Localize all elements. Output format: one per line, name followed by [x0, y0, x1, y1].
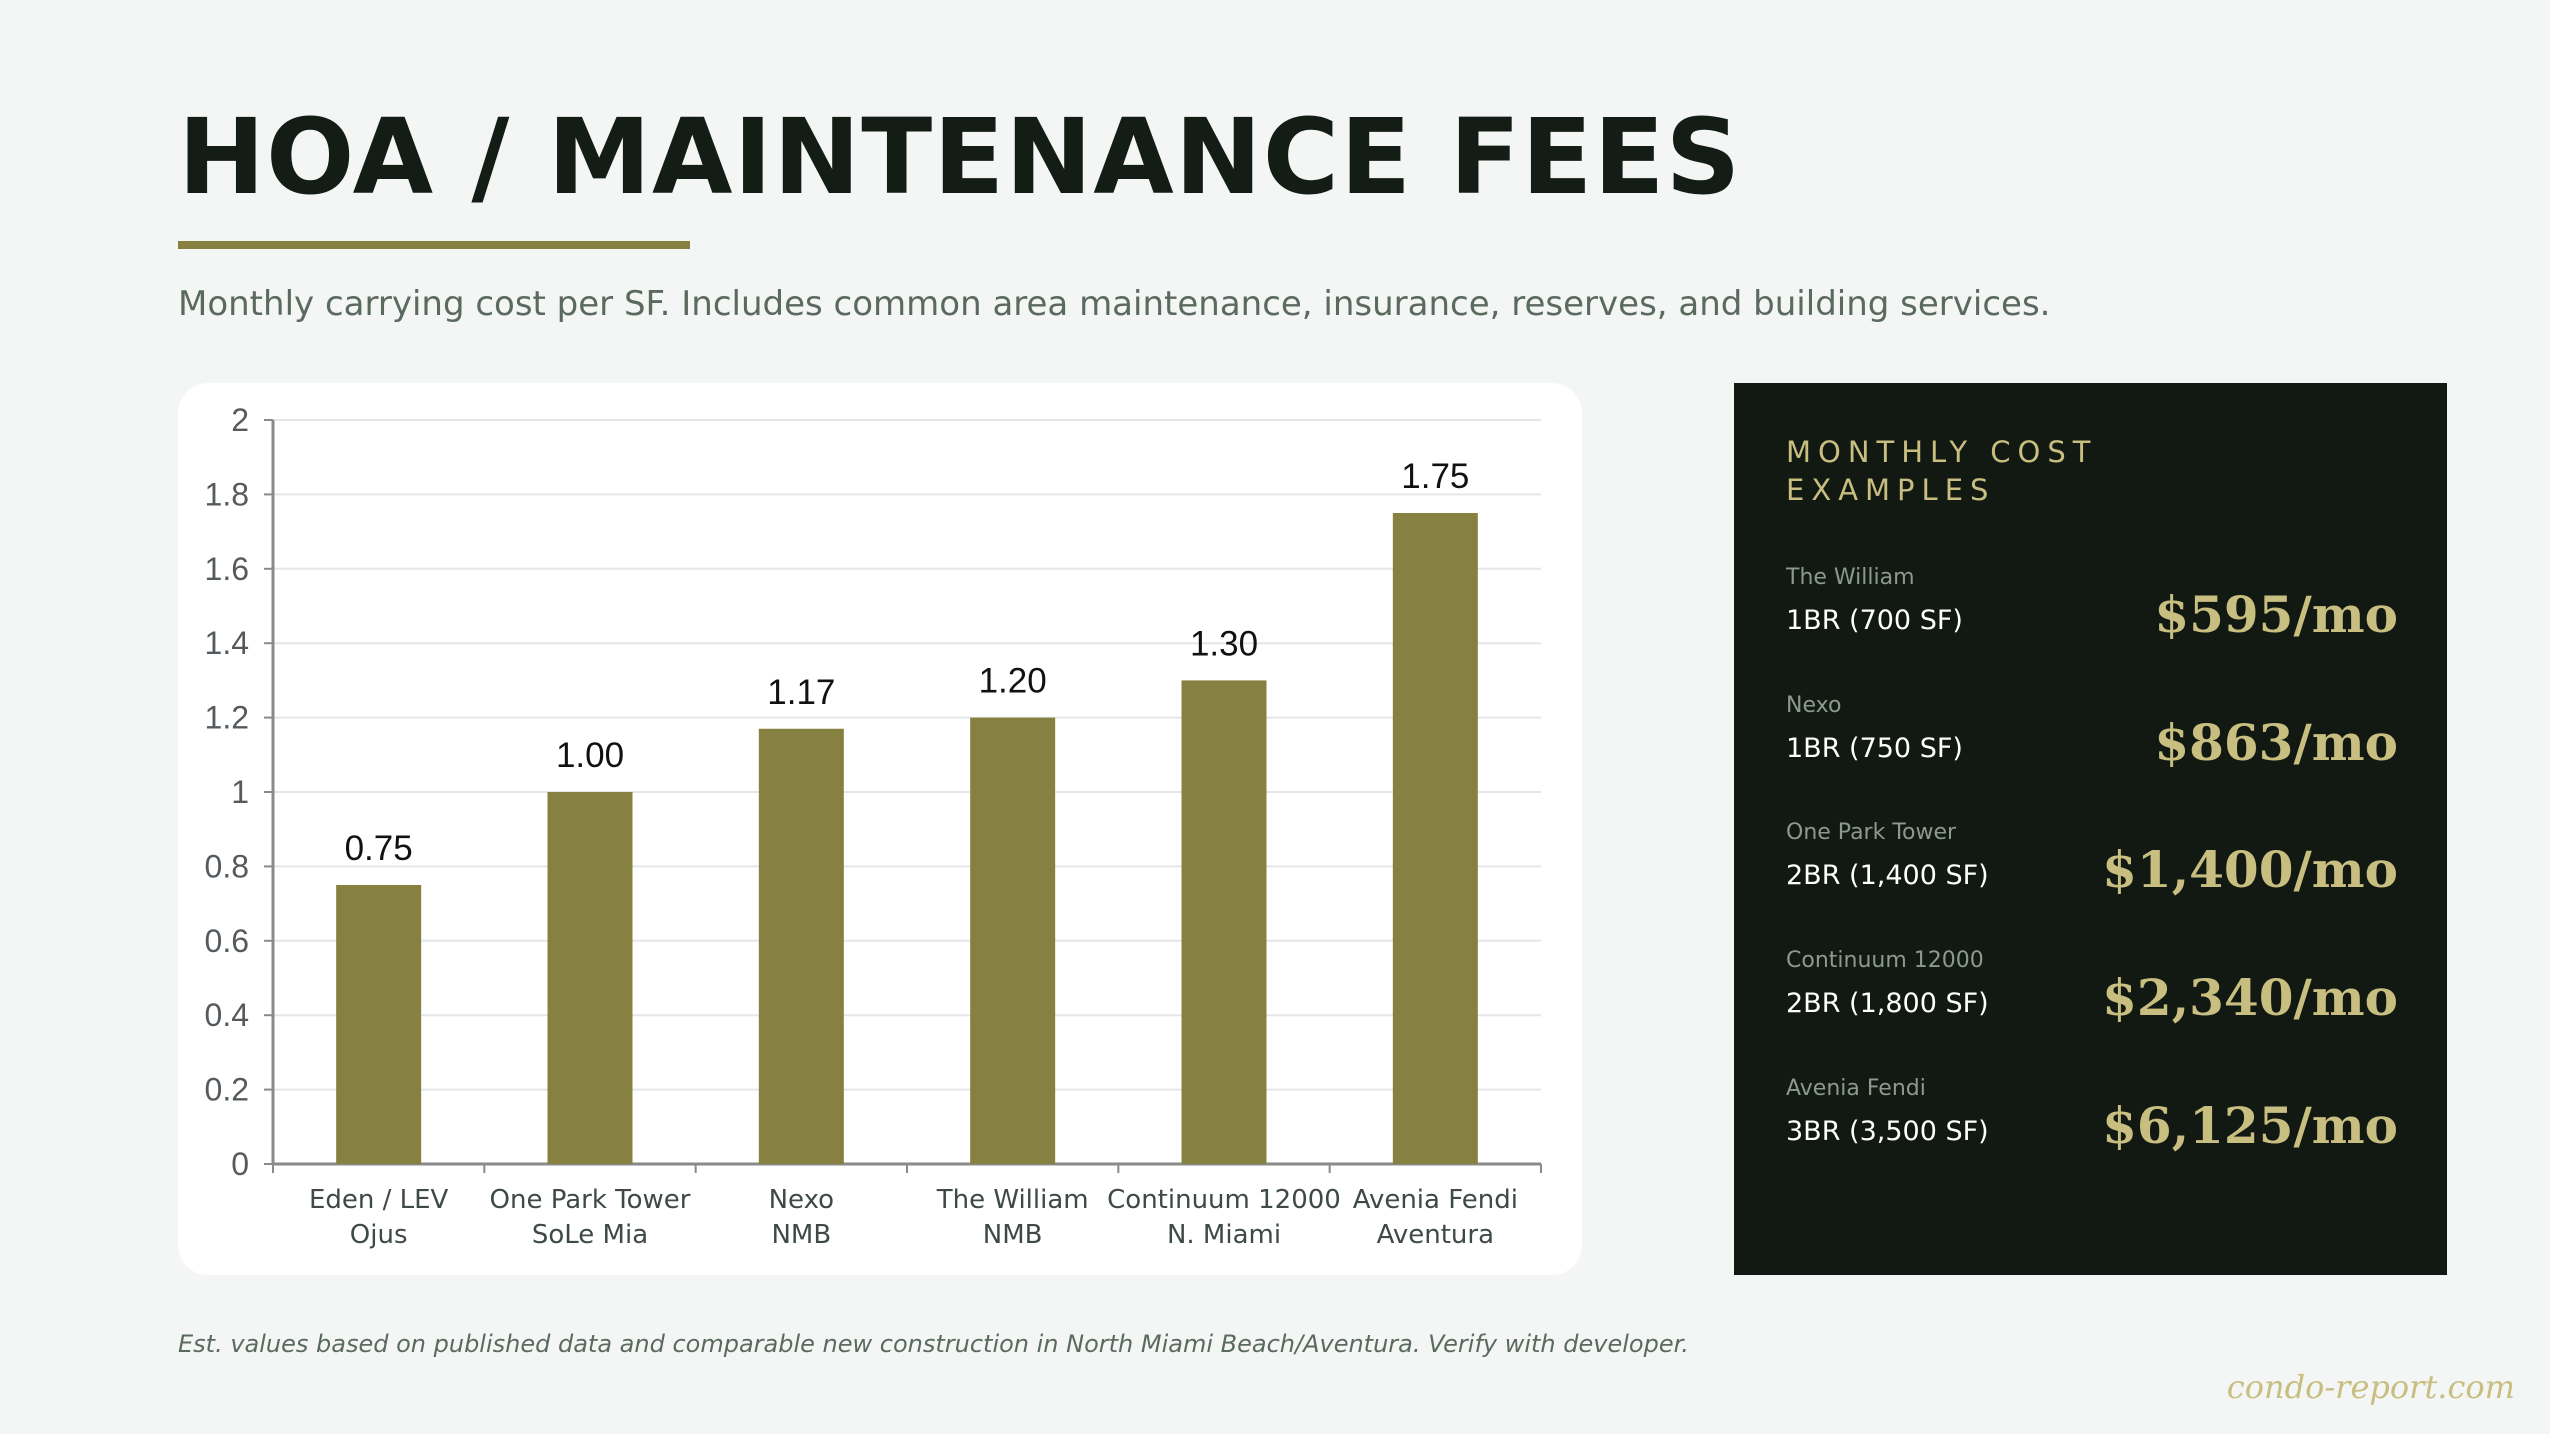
example-building-name: One Park Tower — [1786, 820, 1957, 845]
bar-value-label: 1.20 — [979, 662, 1047, 701]
page-title: HOA / MAINTENANCE FEES — [178, 96, 1742, 218]
bar-value-label: 1.75 — [1401, 457, 1469, 496]
example-price: $595/mo — [2154, 585, 2398, 644]
example-avenia-fendi: Avenia Fendi 3BR (3,500 SF) $6,125/mo — [1786, 1076, 2398, 1186]
example-continuum: Continuum 12000 2BR (1,800 SF) $2,340/mo — [1786, 948, 2398, 1058]
example-building-name: Avenia Fendi — [1786, 1076, 1926, 1101]
y-tick-label: 1 — [231, 774, 249, 810]
example-unit: 2BR (1,400 SF) — [1786, 860, 1989, 891]
example-price: $2,340/mo — [2102, 968, 2398, 1027]
bar-chart: 0 0.2 0.4 0.6 0.8 1 1.2 1.4 1.6 1.8 2 0.75 Eden / LE… — [205, 402, 1542, 1250]
page-subtitle: Monthly carrying cost per SF. Includes c… — [178, 284, 2051, 324]
x-category-label: Eden / LEV — [309, 1185, 449, 1215]
footnote: Est. values based on published data and … — [178, 1330, 1689, 1358]
y-tick-label: 1.4 — [205, 625, 249, 661]
x-category-label: The William — [936, 1185, 1089, 1215]
x-category-label: N. Miami — [1167, 1220, 1281, 1250]
y-tick-label: 1.2 — [205, 700, 249, 736]
example-unit: 1BR (750 SF) — [1786, 733, 1963, 764]
x-category-label: Ojus — [350, 1220, 408, 1250]
bar-value-label: 1.17 — [767, 673, 835, 712]
monthly-cost-panel: MONTHLY COST EXAMPLES The William 1BR (7… — [1734, 383, 2447, 1275]
bar — [1392, 513, 1478, 1164]
bar — [547, 792, 633, 1164]
example-one-park-tower: One Park Tower 2BR (1,400 SF) $1,400/mo — [1786, 820, 2398, 930]
bar — [1181, 680, 1267, 1164]
y-tick-label: 2 — [231, 402, 249, 438]
panel-heading: MONTHLY COST EXAMPLES — [1786, 435, 2098, 507]
bar-value-label: 0.75 — [345, 829, 413, 868]
bar — [758, 728, 844, 1164]
brand-watermark: condo-report.com — [2226, 1368, 2515, 1406]
x-category-label: One Park Tower — [490, 1185, 691, 1215]
example-price: $863/mo — [2154, 713, 2398, 772]
y-tick-label: 0.6 — [205, 923, 249, 959]
x-category-label: Aventura — [1377, 1220, 1494, 1250]
example-price: $1,400/mo — [2102, 840, 2398, 899]
x-category-label: NMB — [983, 1220, 1043, 1250]
x-category-label: Avenia Fendi — [1353, 1185, 1518, 1215]
example-price: $6,125/mo — [2102, 1096, 2398, 1155]
bar-value-label: 1.30 — [1190, 624, 1258, 663]
y-tick-label: 0.2 — [205, 1072, 249, 1108]
bar — [336, 885, 422, 1164]
x-category-label: Continuum 12000 — [1107, 1185, 1341, 1215]
y-tick-label: 0 — [231, 1146, 249, 1182]
example-unit: 2BR (1,800 SF) — [1786, 988, 1989, 1019]
x-category-label: Nexo — [769, 1185, 834, 1215]
example-unit: 3BR (3,500 SF) — [1786, 1116, 1989, 1147]
example-nexo: Nexo 1BR (750 SF) $863/mo — [1786, 693, 2398, 803]
chart-card: 0 0.2 0.4 0.6 0.8 1 1.2 1.4 1.6 1.8 2 0.75 Eden / LE… — [178, 383, 1582, 1275]
example-building-name: The William — [1786, 565, 1915, 590]
y-tick-label: 0.4 — [205, 997, 249, 1033]
example-unit: 1BR (700 SF) — [1786, 605, 1963, 636]
example-building-name: Nexo — [1786, 693, 1842, 718]
bar-value-label: 1.00 — [556, 736, 624, 775]
y-tick-label: 0.8 — [205, 848, 249, 884]
example-the-william: The William 1BR (700 SF) $595/mo — [1786, 565, 2398, 675]
bar — [970, 717, 1056, 1164]
x-category-label: SoLe Mia — [532, 1220, 648, 1250]
x-category-label: NMB — [771, 1220, 831, 1250]
title-underline — [178, 241, 690, 249]
example-building-name: Continuum 12000 — [1786, 948, 1984, 973]
y-tick-label: 1.8 — [205, 476, 249, 512]
y-tick-label: 1.6 — [205, 551, 249, 587]
